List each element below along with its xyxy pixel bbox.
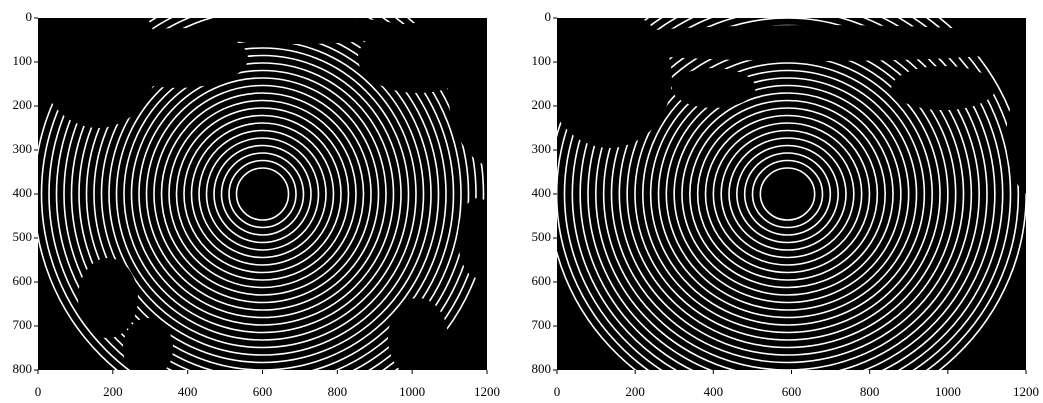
x-tick-label: 600 xyxy=(253,384,273,399)
dark-region xyxy=(448,18,487,167)
y-tick-label: 200 xyxy=(13,97,33,112)
y-tick-label: 600 xyxy=(532,273,552,288)
ring xyxy=(743,152,832,236)
y-tick-label: 600 xyxy=(13,273,33,288)
y-tick-label: 400 xyxy=(13,185,33,200)
dark-region xyxy=(358,23,478,93)
ring xyxy=(168,99,357,289)
ring-pattern xyxy=(557,18,1026,370)
ring xyxy=(78,18,447,370)
ring xyxy=(235,167,290,221)
y-tick-label: 100 xyxy=(13,53,33,68)
y-tick-label: 500 xyxy=(532,229,552,244)
y-tick-label: 400 xyxy=(532,185,552,200)
y-tick-label: 200 xyxy=(532,97,552,112)
y-tick-label: 700 xyxy=(13,317,33,332)
ring xyxy=(213,144,312,244)
ring xyxy=(205,137,320,251)
x-tick-label: 1200 xyxy=(474,384,500,399)
x-tick-label: 400 xyxy=(704,384,724,399)
ring xyxy=(70,18,455,370)
ring xyxy=(657,69,918,319)
y-tick-label: 300 xyxy=(532,141,552,156)
dark-region xyxy=(78,258,138,338)
ring xyxy=(720,129,855,259)
ring xyxy=(602,18,973,370)
x-tick-label: 1000 xyxy=(935,384,961,399)
x-tick-label: 0 xyxy=(554,384,561,399)
dark-region xyxy=(1006,82,1026,194)
ring xyxy=(681,92,894,296)
x-tick-label: 1000 xyxy=(399,384,425,399)
ring xyxy=(160,92,365,296)
y-tick-label: 800 xyxy=(13,361,33,376)
dark-region xyxy=(188,18,408,44)
ring xyxy=(48,18,477,370)
dark-region xyxy=(577,25,1026,61)
y-tick-label: 800 xyxy=(532,361,552,376)
ring xyxy=(138,69,387,319)
ring xyxy=(183,114,342,274)
ring xyxy=(198,129,327,259)
dark-region xyxy=(458,198,487,278)
ring xyxy=(145,77,380,311)
ring xyxy=(704,114,871,274)
ring xyxy=(63,18,462,370)
x-tick-label: 800 xyxy=(328,384,348,399)
y-tick-label: 300 xyxy=(13,141,33,156)
ring xyxy=(751,159,824,229)
image-panel: 0 200 400 600 800 1000 1200 0 100 200 300 400 500 600… xyxy=(532,9,1040,399)
ring xyxy=(649,62,926,326)
ring xyxy=(728,137,847,251)
ring xyxy=(228,159,297,229)
dark-region xyxy=(891,66,996,110)
ring xyxy=(115,47,410,341)
x-tick-label: 800 xyxy=(860,384,880,399)
ring xyxy=(673,84,902,304)
ring xyxy=(123,54,402,334)
ring xyxy=(220,152,305,236)
ring xyxy=(587,18,988,370)
dark-region xyxy=(557,18,672,148)
dark-region xyxy=(38,18,158,128)
x-tick-label: 1200 xyxy=(1013,384,1039,399)
ring xyxy=(595,18,980,370)
ring xyxy=(130,62,395,326)
y-tick-label: 0 xyxy=(26,9,33,24)
dark-region xyxy=(388,298,448,370)
ring xyxy=(175,107,350,281)
y-tick-label: 0 xyxy=(545,9,552,24)
ring xyxy=(40,18,485,370)
y-tick-label: 700 xyxy=(532,317,552,332)
ring xyxy=(696,107,879,281)
y-tick-label: 500 xyxy=(13,229,33,244)
ring xyxy=(712,122,863,266)
ring xyxy=(557,18,1020,370)
x-tick-label: 600 xyxy=(782,384,802,399)
dark-region xyxy=(671,68,756,108)
ring-pattern xyxy=(38,18,487,370)
ring xyxy=(759,167,816,221)
x-tick-label: 200 xyxy=(625,384,645,399)
image-panel: 0 200 400 600 800 1000 1200 0 100 200 300 400 500 600… xyxy=(13,9,501,399)
ring xyxy=(190,122,335,266)
x-tick-label: 400 xyxy=(178,384,198,399)
ring xyxy=(571,18,1004,370)
ring xyxy=(736,144,839,244)
x-tick-label: 200 xyxy=(103,384,123,399)
ring xyxy=(579,18,996,370)
y-tick-label: 100 xyxy=(532,53,552,68)
ring xyxy=(55,18,470,370)
dark-region xyxy=(123,318,173,370)
ring xyxy=(689,99,886,289)
ring xyxy=(153,84,372,304)
ring xyxy=(665,77,910,311)
ring xyxy=(85,18,440,370)
ring xyxy=(563,18,1012,370)
x-tick-label: 0 xyxy=(35,384,42,399)
